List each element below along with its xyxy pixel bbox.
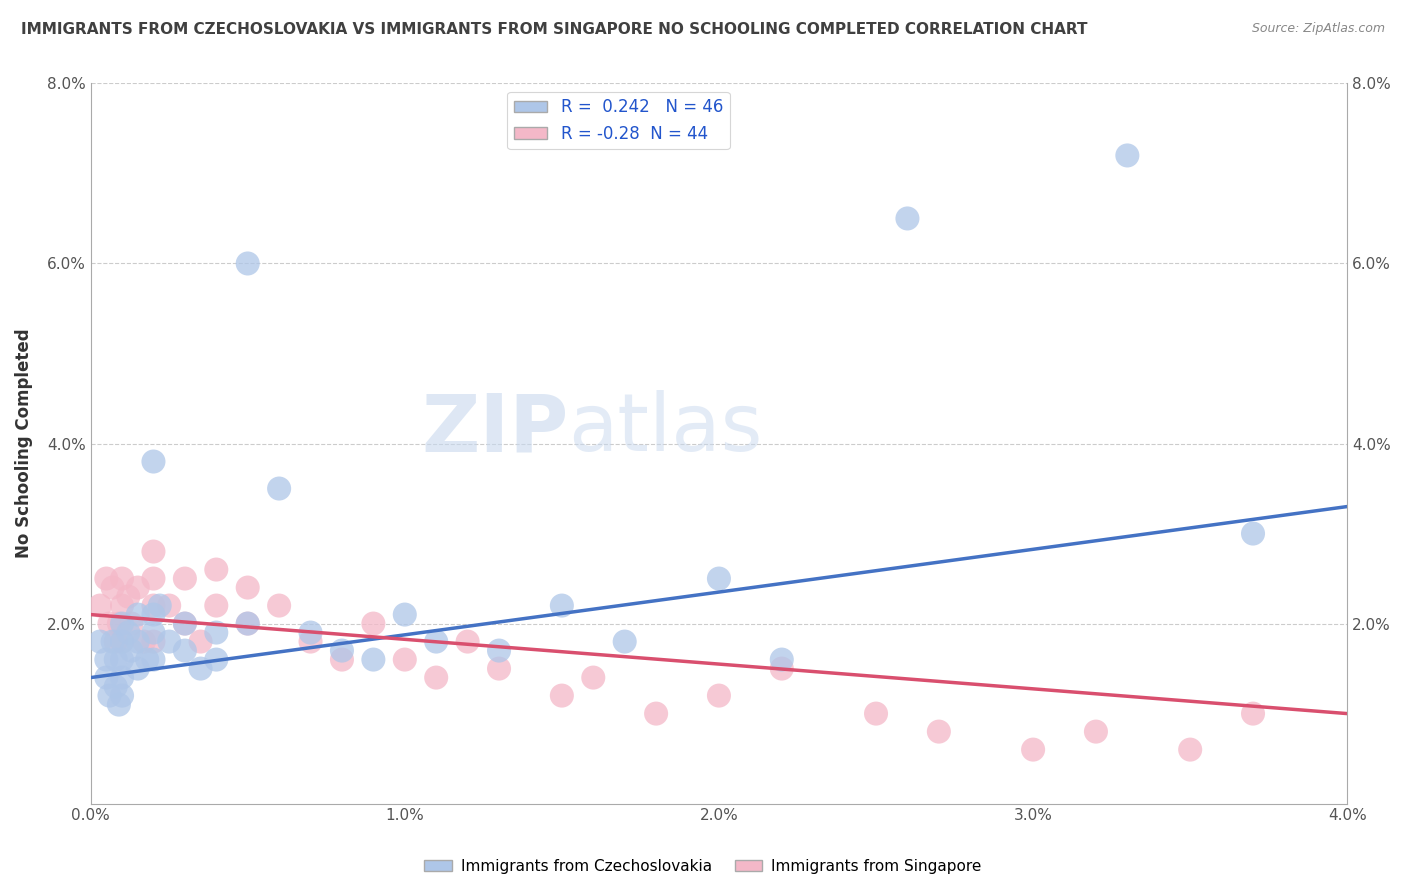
Point	[1022, 742, 1045, 756]
Legend: R =  0.242   N = 46, R = -0.28  N = 44: R = 0.242 N = 46, R = -0.28 N = 44	[508, 92, 730, 150]
Point	[613, 634, 636, 648]
Point	[127, 607, 149, 622]
Point	[142, 599, 165, 613]
Point	[173, 616, 195, 631]
Point	[104, 634, 127, 648]
Point	[236, 616, 259, 631]
Point	[269, 482, 291, 496]
Point	[488, 662, 510, 676]
Point	[101, 634, 124, 648]
Point	[269, 599, 291, 613]
Point	[121, 616, 143, 631]
Point	[1241, 706, 1264, 721]
Point	[205, 563, 228, 577]
Point	[117, 625, 139, 640]
Point	[96, 572, 118, 586]
Point	[330, 643, 353, 657]
Text: Source: ZipAtlas.com: Source: ZipAtlas.com	[1251, 22, 1385, 36]
Point	[142, 625, 165, 640]
Point	[111, 616, 134, 631]
Point	[149, 599, 172, 613]
Point	[117, 590, 139, 604]
Point	[136, 652, 159, 666]
Point	[173, 572, 195, 586]
Point	[111, 634, 134, 648]
Point	[299, 625, 322, 640]
Point	[236, 256, 259, 270]
Point	[707, 689, 730, 703]
Point	[173, 616, 195, 631]
Point	[98, 689, 121, 703]
Point	[142, 544, 165, 558]
Point	[488, 643, 510, 657]
Point	[645, 706, 668, 721]
Point	[582, 671, 605, 685]
Point	[111, 634, 134, 648]
Point	[111, 599, 134, 613]
Point	[236, 581, 259, 595]
Point	[551, 599, 574, 613]
Point	[1241, 526, 1264, 541]
Point	[89, 634, 111, 648]
Point	[111, 572, 134, 586]
Point	[425, 671, 447, 685]
Point	[104, 680, 127, 694]
Point	[142, 607, 165, 622]
Point	[101, 581, 124, 595]
Point	[190, 634, 212, 648]
Point	[394, 607, 416, 622]
Point	[108, 698, 131, 712]
Y-axis label: No Schooling Completed: No Schooling Completed	[15, 329, 32, 558]
Point	[104, 652, 127, 666]
Point	[127, 634, 149, 648]
Point	[111, 671, 134, 685]
Point	[1116, 148, 1139, 162]
Point	[108, 616, 131, 631]
Point	[770, 652, 793, 666]
Point	[157, 599, 180, 613]
Point	[1084, 724, 1107, 739]
Point	[457, 634, 479, 648]
Point	[96, 652, 118, 666]
Legend: Immigrants from Czechoslovakia, Immigrants from Singapore: Immigrants from Czechoslovakia, Immigran…	[418, 853, 988, 880]
Point	[142, 572, 165, 586]
Point	[896, 211, 918, 226]
Point	[205, 652, 228, 666]
Text: IMMIGRANTS FROM CZECHOSLOVAKIA VS IMMIGRANTS FROM SINGAPORE NO SCHOOLING COMPLET: IMMIGRANTS FROM CZECHOSLOVAKIA VS IMMIGR…	[21, 22, 1088, 37]
Point	[96, 671, 118, 685]
Point	[865, 706, 887, 721]
Point	[111, 652, 134, 666]
Point	[127, 662, 149, 676]
Text: atlas: atlas	[568, 390, 762, 468]
Point	[299, 634, 322, 648]
Point	[205, 599, 228, 613]
Point	[330, 652, 353, 666]
Point	[132, 634, 155, 648]
Text: ZIP: ZIP	[420, 390, 568, 468]
Point	[363, 616, 385, 631]
Point	[205, 625, 228, 640]
Point	[157, 634, 180, 648]
Point	[142, 454, 165, 468]
Point	[142, 652, 165, 666]
Point	[1180, 742, 1202, 756]
Point	[190, 662, 212, 676]
Point	[98, 616, 121, 631]
Point	[111, 689, 134, 703]
Point	[89, 599, 111, 613]
Point	[928, 724, 950, 739]
Point	[142, 634, 165, 648]
Point	[770, 662, 793, 676]
Point	[127, 581, 149, 595]
Point	[551, 689, 574, 703]
Point	[363, 652, 385, 666]
Point	[173, 643, 195, 657]
Point	[394, 652, 416, 666]
Point	[236, 616, 259, 631]
Point	[425, 634, 447, 648]
Point	[121, 643, 143, 657]
Point	[707, 572, 730, 586]
